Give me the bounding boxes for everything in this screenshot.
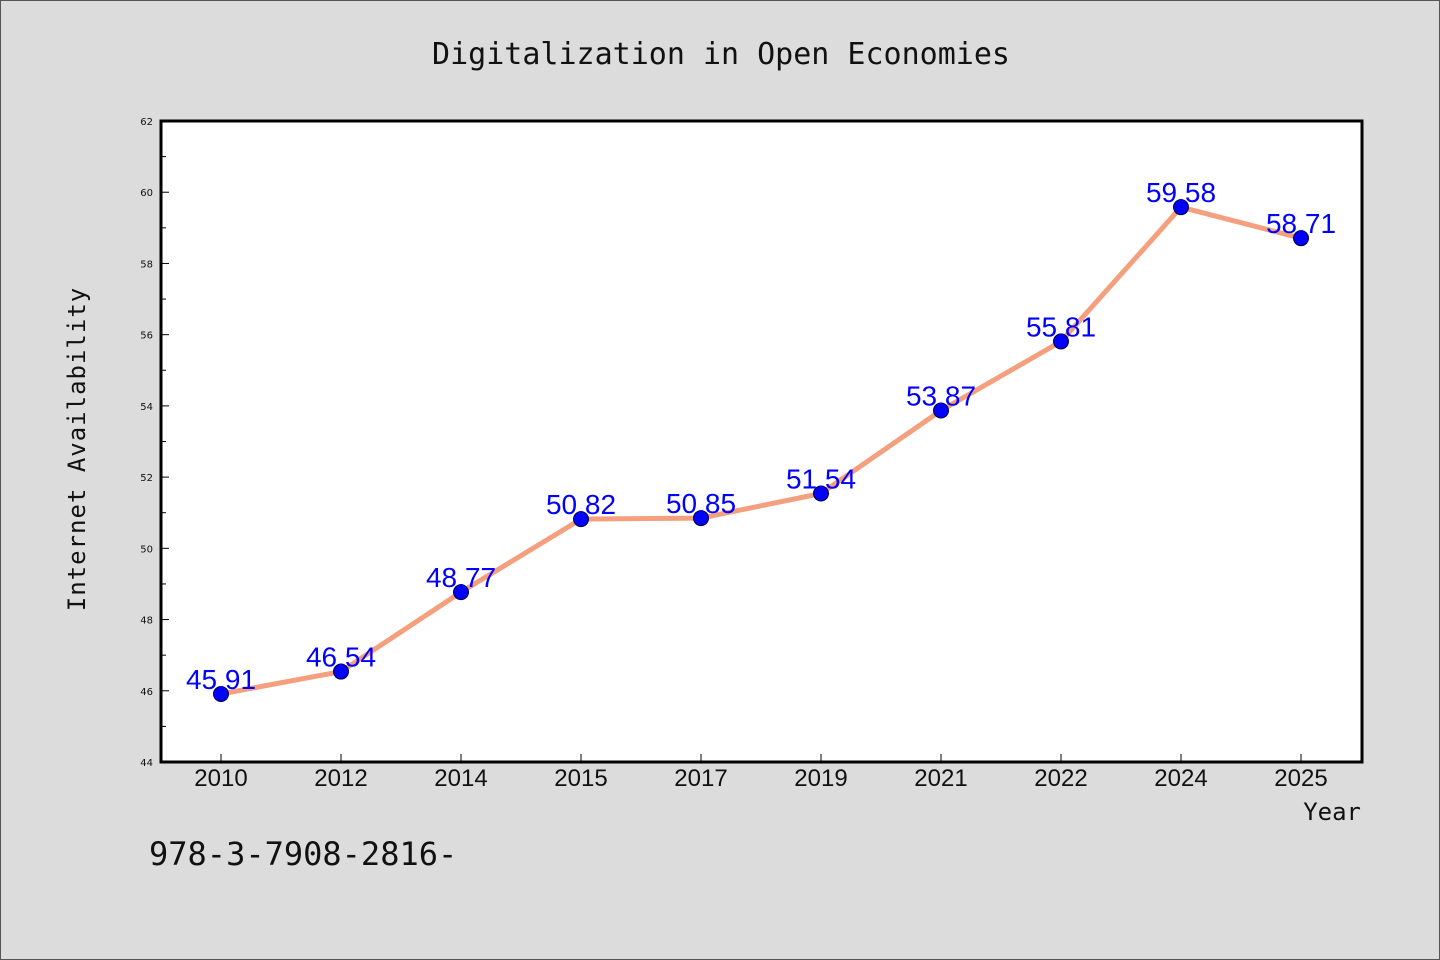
x-tick-label: 2015 (554, 765, 607, 792)
data-label: 48.77 (426, 562, 496, 593)
data-label: 51.54 (786, 463, 856, 494)
data-point (1293, 230, 1309, 247)
data-label: 46.54 (306, 642, 376, 673)
x-tick-label: 2024 (1154, 765, 1207, 792)
data-label: 50.82 (546, 489, 616, 520)
y-tick-label: 60 (140, 188, 153, 199)
data-point (1053, 333, 1069, 350)
data-series (213, 199, 1309, 702)
data-point (213, 685, 229, 702)
y-tick-label: 48 (140, 616, 153, 627)
series-line (218, 204, 1304, 697)
data-label: 53.87 (906, 381, 976, 412)
data-label: 50.85 (666, 488, 736, 519)
x-tick-label: 2019 (794, 765, 847, 792)
x-tick-label: 2025 (1274, 765, 1327, 792)
y-tick-label: 52 (140, 473, 153, 484)
data-label: 45.91 (186, 664, 256, 695)
y-tick-label: 54 (140, 402, 153, 413)
data-label: 59.58 (1146, 177, 1216, 208)
y-tick-label: 46 (140, 687, 153, 698)
data-point (333, 663, 349, 680)
x-tick-label: 2021 (914, 765, 967, 792)
data-label: 55.81 (1026, 311, 1096, 342)
data-label: 58.71 (1266, 208, 1336, 239)
plot-frame (159, 119, 1364, 764)
y-tick-label: 50 (140, 544, 153, 555)
x-axis-label: Year (1303, 798, 1361, 826)
footer-text: 978-3-7908-2816- (149, 835, 457, 873)
y-tick-label: 56 (140, 331, 153, 342)
x-axis-ticks: 2010 2012 2014 2015 2017 2019 2021 2022 2024 2025 (194, 754, 1328, 792)
chart-title: Digitalization in Open Economies (432, 37, 1010, 72)
y-axis-label: Internet Availability (63, 287, 91, 611)
x-tick-label: 2012 (314, 765, 367, 792)
data-point (813, 485, 829, 502)
x-tick-label: 2010 (194, 765, 247, 792)
data-labels: 45.91 46.54 48.77 50.82 50.85 51.54 53.87 55.81… (186, 177, 1336, 695)
data-point (573, 511, 589, 528)
x-tick-label: 2017 (674, 765, 727, 792)
data-point (1173, 199, 1189, 216)
x-tick-label: 2014 (434, 765, 487, 792)
x-tick-label: 2022 (1034, 765, 1087, 792)
y-tick-label: 62 (140, 117, 153, 128)
data-point (693, 510, 709, 527)
data-point (933, 402, 949, 419)
y-tick-label: 44 (140, 758, 153, 769)
y-tick-label: 58 (140, 259, 153, 270)
data-point (453, 584, 469, 601)
